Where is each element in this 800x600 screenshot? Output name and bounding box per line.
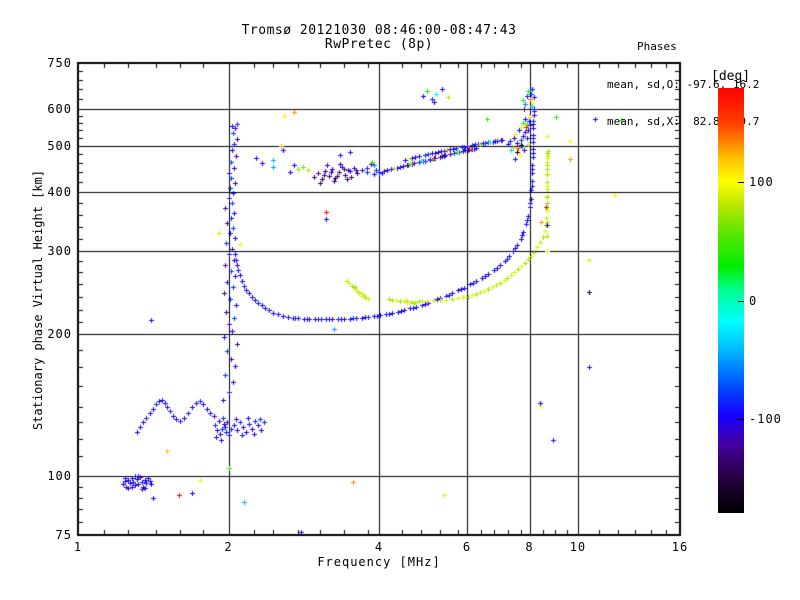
y-tick-label: 600: [47, 101, 72, 116]
x-tick-label: 4: [374, 540, 384, 554]
y-tick-label: 300: [47, 243, 72, 258]
colorbar-tick-mark: [738, 419, 744, 420]
x-tick-label: 6: [462, 540, 472, 554]
x-tick-label: 8: [525, 540, 534, 554]
y-tick-label: 100: [47, 469, 72, 484]
x-tick-label: 2: [224, 540, 233, 554]
y-tick-label: 750: [47, 56, 72, 70]
x-tick-label: 16: [671, 540, 689, 554]
x-tick-label: 10: [569, 540, 587, 554]
y-tick-label: 200: [47, 326, 72, 341]
colorbar-tick-mark: [738, 182, 744, 183]
y-axis-title: Stationary phase Virtual Height [km]: [31, 169, 45, 431]
plot-subtitle: RwPretec (8p): [324, 37, 434, 52]
phase-statistics-header: Phases: [637, 40, 677, 53]
colorbar-tick-mark: [738, 301, 744, 302]
colorbar-unit-label: [deg]: [711, 69, 751, 84]
colorbar-tick-label: 0: [749, 293, 758, 308]
phase-statistics-o-mode: mean, sd,O: -97.6, 16.2: [607, 77, 760, 91]
colorbar-tick-label: 100: [749, 175, 774, 190]
x-tick-label: 1: [73, 540, 83, 554]
x-axis-title: Frequency [MHz]: [317, 555, 441, 569]
y-tick-label: 400: [47, 184, 72, 199]
plot-title: Tromsø 20121030 08:46:00-08:47:43: [241, 23, 517, 38]
y-tick-label: 500: [47, 139, 72, 154]
colorbar-gradient: [718, 88, 744, 513]
y-tick-label: 75: [55, 528, 72, 542]
colorbar-tick-label: -100: [749, 411, 782, 426]
